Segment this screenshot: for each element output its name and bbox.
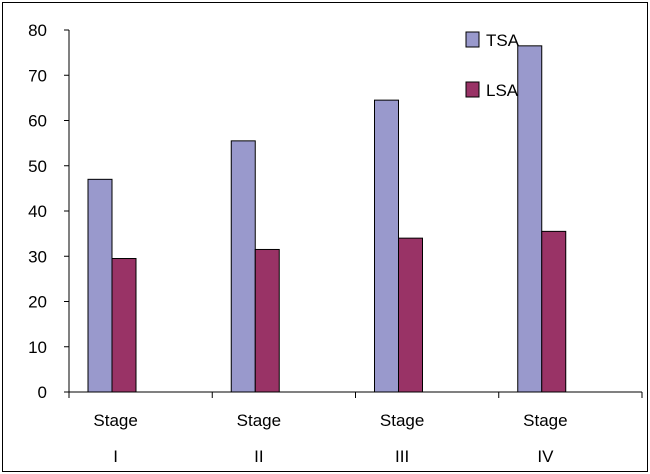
y-tick-label: 30 [28, 247, 47, 266]
x-category-label: IV [537, 447, 554, 466]
x-category-label: Stage [93, 411, 137, 430]
x-category-label: Stage [237, 411, 281, 430]
x-category-label: II [254, 447, 263, 466]
x-category-label: Stage [380, 411, 424, 430]
bar-tsa [517, 45, 543, 393]
legend-swatch-lsa [465, 81, 480, 98]
y-tick-label: 40 [28, 202, 47, 221]
bar-lsa [111, 258, 137, 393]
axes: 0 10 20 30 40 50 60 70 80 Stage I Stage II Stage III St… [28, 21, 643, 466]
y-tick-label: 10 [28, 338, 47, 357]
bar-lsa [398, 237, 423, 393]
legend-label-lsa: LSA [486, 81, 519, 100]
bars [87, 45, 567, 393]
bar-tsa [230, 140, 256, 393]
bar-lsa [541, 230, 567, 393]
legend-label-tsa: TSA [486, 31, 520, 50]
y-tick-label: 70 [28, 66, 47, 85]
legend: TSA LSA [465, 31, 520, 100]
y-tick-label: 20 [28, 293, 47, 312]
y-tick-label: 60 [28, 112, 47, 131]
y-tick-label: 50 [28, 157, 47, 176]
y-tick-label: 0 [38, 383, 47, 402]
bar-lsa [254, 248, 280, 393]
bar-tsa [374, 99, 399, 393]
legend-swatch-tsa [465, 31, 480, 48]
x-category-label: I [113, 447, 118, 466]
x-category-label: III [395, 447, 409, 466]
bar-tsa [87, 178, 113, 393]
x-category-label: Stage [523, 411, 567, 430]
y-tick-label: 80 [28, 21, 47, 40]
